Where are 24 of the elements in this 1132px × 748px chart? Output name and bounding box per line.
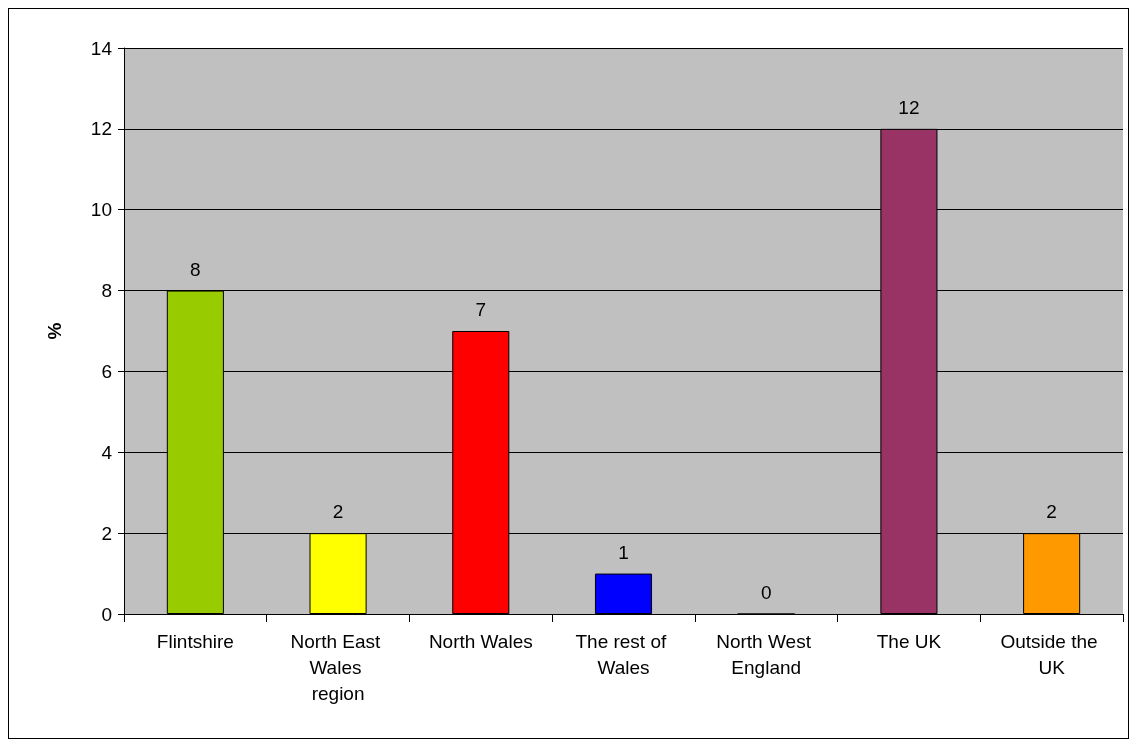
bar	[594, 573, 653, 614]
y-tick-label: 8	[101, 280, 112, 302]
data-label: 2	[1046, 501, 1057, 523]
y-tick-label: 4	[101, 441, 113, 463]
y-tick-label: 6	[101, 360, 112, 382]
data-label: 2	[332, 501, 344, 523]
data-label: 8	[190, 258, 201, 280]
data-label: 0	[760, 581, 772, 603]
x-tick-label: North East Wales region	[290, 630, 386, 704]
x-tick-label: Flintshire	[156, 630, 234, 652]
x-tick-label: The rest of Wales	[575, 630, 672, 678]
y-tick-label: 2	[101, 522, 112, 544]
y-tick-label: 14	[90, 37, 113, 59]
x-tick-label: North West England	[716, 630, 817, 678]
y-axis-title: %	[44, 322, 65, 340]
x-tick-label: Outside the UK	[1000, 630, 1103, 678]
x-tick-label: The UK	[876, 630, 942, 652]
y-tick-label: 0	[101, 603, 112, 625]
y-tick-label: 12	[90, 118, 112, 140]
x-tick-label: North Wales	[428, 630, 533, 652]
data-label: 12	[898, 96, 920, 118]
data-label: 1	[618, 541, 629, 563]
data-label: 7	[475, 299, 487, 320]
y-tick-label: 10	[90, 199, 112, 221]
